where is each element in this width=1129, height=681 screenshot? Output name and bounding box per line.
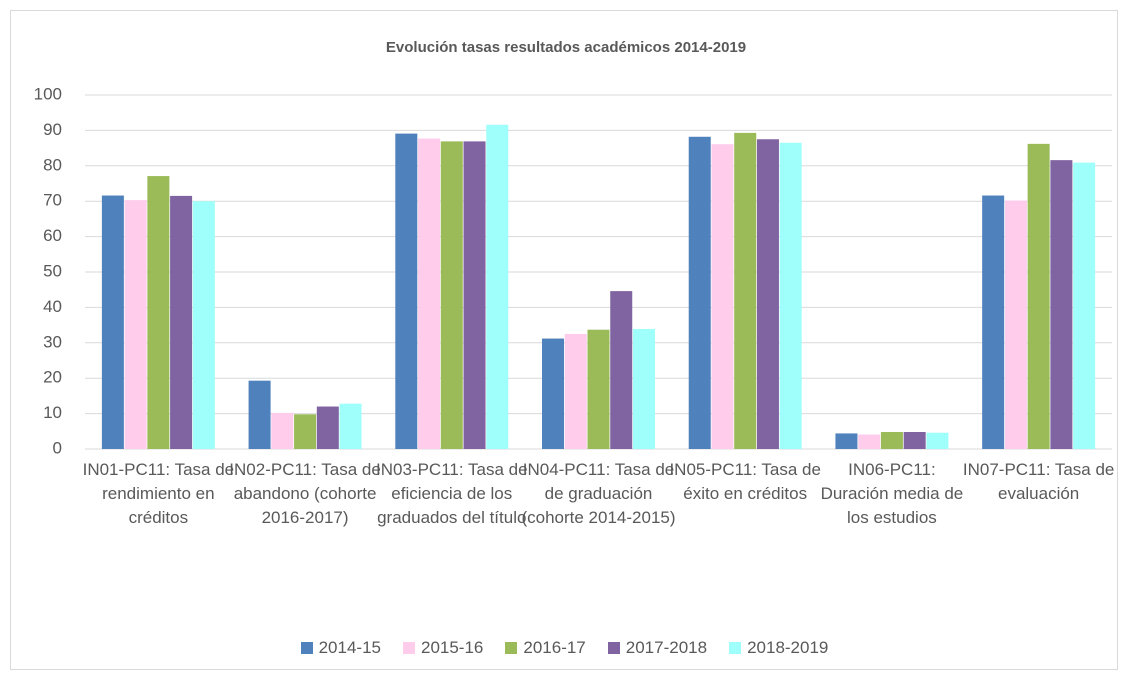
bar — [632, 328, 655, 449]
bar — [542, 338, 565, 449]
chart-title: Evolución tasas resultados académicos 20… — [386, 39, 746, 56]
legend-label: 2015-16 — [420, 638, 484, 657]
bar — [880, 432, 903, 449]
bar — [463, 141, 486, 449]
bar — [170, 195, 193, 449]
y-tick-label: 0 — [53, 438, 62, 457]
bar — [858, 434, 881, 449]
legend-swatch — [607, 642, 620, 654]
y-tick-label: 20 — [43, 368, 62, 387]
x-tick-label: IN04-PC11: Tasa de de graduación (cohort… — [521, 460, 676, 527]
bar — [294, 414, 317, 449]
bar — [1073, 162, 1096, 449]
bar — [124, 200, 147, 449]
bar — [147, 176, 170, 450]
bar — [339, 403, 362, 449]
y-tick-label: 40 — [43, 297, 62, 316]
bar — [1004, 200, 1027, 449]
y-tick-label: 30 — [43, 332, 62, 351]
bar — [101, 195, 124, 449]
legend-label: 2017-2018 — [625, 638, 708, 657]
legend-item: 2017-2018 — [607, 638, 708, 658]
legend-item: 2018-2019 — [729, 638, 828, 658]
x-tick-label: IN02-PC11: Tasa de abandono (cohorte 201… — [229, 460, 381, 527]
legend-label: 2014-15 — [318, 638, 381, 657]
y-tick-label: 60 — [43, 226, 62, 245]
bar — [271, 412, 294, 449]
bar — [926, 432, 949, 449]
bar — [440, 141, 463, 449]
legend-swatch — [402, 642, 415, 654]
bar — [486, 124, 509, 450]
bar — [779, 142, 802, 450]
y-tick-label: 10 — [43, 403, 62, 422]
bar — [316, 406, 339, 449]
legend-swatch — [300, 642, 313, 654]
bar — [982, 195, 1005, 449]
bar — [711, 144, 734, 449]
y-tick-label: 50 — [43, 261, 62, 280]
y-tick-label: 100 — [34, 84, 62, 103]
bar — [1027, 143, 1050, 450]
bar — [835, 433, 858, 449]
bar — [688, 136, 711, 449]
x-tick-label: IN06-PC11: Duración media de los estudio… — [820, 460, 964, 527]
bar — [564, 333, 587, 449]
legend-item: 2016-17 — [505, 638, 586, 658]
y-tick-label: 80 — [43, 155, 62, 174]
bar — [192, 201, 215, 449]
legend-label: 2018-2019 — [747, 638, 829, 657]
legend-swatch — [729, 642, 742, 654]
legend-item: 2014-15 — [300, 638, 381, 658]
bar — [587, 329, 610, 449]
x-tick-label: IN05-PC11: Tasa de éxito en créditos — [669, 460, 821, 503]
bar — [395, 133, 418, 449]
chart-frame — [10, 10, 1118, 670]
bar — [610, 291, 633, 449]
x-tick-label: IN03-PC11: Tasa de eficiencia de los gra… — [376, 460, 528, 527]
legend-swatch — [505, 642, 518, 654]
y-tick-label: 70 — [43, 191, 62, 210]
bar — [756, 139, 779, 449]
bar — [1050, 160, 1073, 450]
x-tick-label: IN01-PC11: Tasa de rendimiento en crédit… — [82, 460, 235, 527]
bar — [418, 138, 441, 450]
bar — [248, 380, 271, 449]
bar — [903, 432, 926, 449]
x-tick-label: IN07-PC11: Tasa de evaluación — [962, 460, 1115, 503]
bar — [734, 132, 757, 450]
legend-label: 2016-17 — [523, 638, 586, 657]
legend-item: 2015-16 — [402, 638, 484, 658]
legend: 2014-15 2015-16 2016-17 2017-2018 2018-2019 — [0, 638, 1129, 658]
y-tick-label: 90 — [43, 120, 62, 139]
